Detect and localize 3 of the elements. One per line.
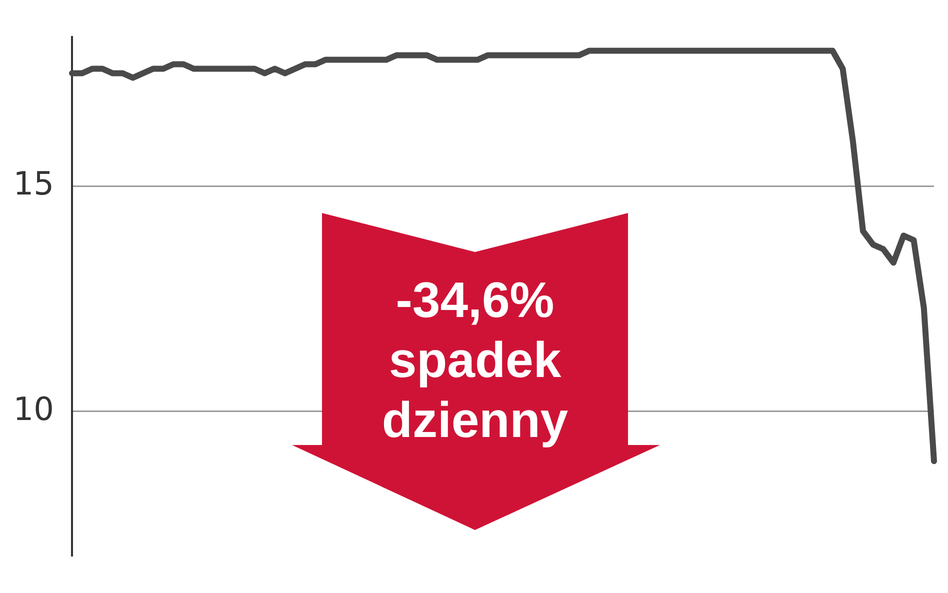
annotation: -34,6% spadek dzienny <box>380 271 570 450</box>
y-tick-label: 10 <box>13 390 54 428</box>
y-tick-label: 15 <box>13 164 54 202</box>
